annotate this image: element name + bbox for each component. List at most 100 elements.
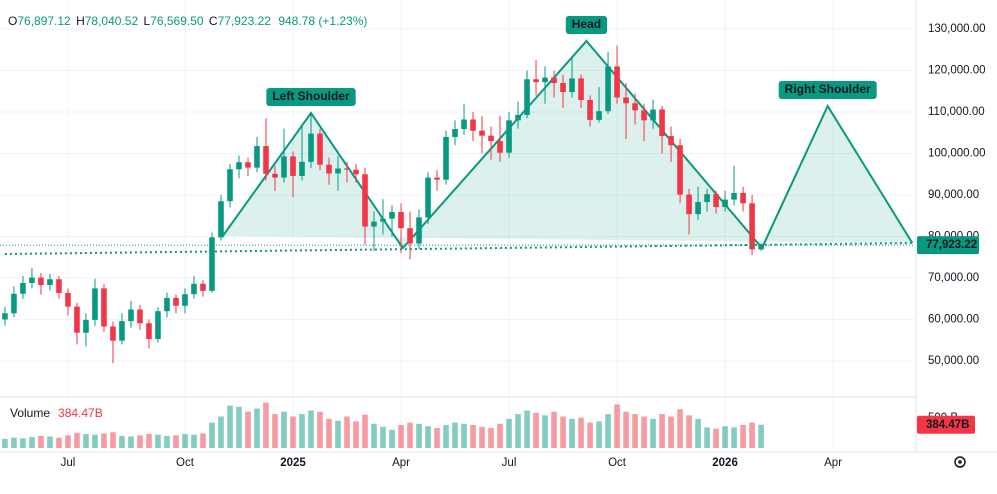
y-tick-label: 70,000.00 bbox=[928, 272, 979, 284]
volume-bar bbox=[461, 423, 467, 448]
volume-bar bbox=[704, 427, 710, 448]
volume-bar bbox=[137, 435, 143, 448]
candle-body bbox=[65, 292, 71, 307]
candle-body bbox=[596, 111, 602, 120]
x-tick-label: Jul bbox=[61, 457, 76, 469]
candle-body bbox=[146, 323, 152, 339]
gear[interactable] bbox=[954, 456, 966, 468]
volume-bar bbox=[425, 426, 431, 448]
last-price-box bbox=[917, 236, 979, 255]
candle-body bbox=[92, 288, 98, 320]
candle-body bbox=[740, 192, 746, 204]
volume-title: Volume bbox=[10, 406, 50, 420]
candle-body bbox=[389, 212, 395, 219]
volume-bar bbox=[281, 411, 287, 448]
volume-bar bbox=[11, 437, 17, 448]
y-tick-label: 90,000.00 bbox=[928, 189, 979, 201]
settings-icon[interactable] bbox=[954, 456, 966, 468]
volume-bar bbox=[632, 414, 638, 448]
candle-body bbox=[83, 319, 89, 333]
candle-body bbox=[110, 326, 116, 341]
y-tick-label: 120,000.00 bbox=[928, 65, 986, 77]
candle-body bbox=[623, 97, 629, 104]
pattern bbox=[221, 39, 914, 250]
candle-body bbox=[74, 306, 80, 333]
volume-bar bbox=[218, 416, 224, 448]
volume-bar bbox=[443, 425, 449, 448]
y-tick-label: 100,000.00 bbox=[928, 148, 986, 160]
candle-body bbox=[407, 228, 413, 244]
volume-bar bbox=[713, 428, 719, 448]
legend-key: O bbox=[8, 14, 17, 28]
candle-body bbox=[470, 119, 476, 131]
pattern-label-text: Left Shoulder bbox=[272, 89, 350, 103]
candle-body bbox=[344, 168, 350, 170]
plot: Left Shoulder Head Right Shoulder bbox=[0, 16, 915, 448]
volume-bar bbox=[407, 422, 413, 448]
candle-body bbox=[722, 199, 728, 208]
candle-body bbox=[587, 99, 593, 120]
candle-body bbox=[371, 221, 377, 227]
candle-body bbox=[137, 309, 143, 324]
candle-body bbox=[569, 78, 575, 93]
volume-bar bbox=[128, 436, 134, 448]
candle-body bbox=[335, 168, 341, 174]
volume-bar bbox=[533, 412, 539, 448]
volume-last-box bbox=[917, 415, 975, 434]
volume-bar bbox=[623, 411, 629, 448]
legend-key: L bbox=[143, 14, 150, 28]
candle-body bbox=[560, 82, 566, 93]
volume-bar bbox=[605, 414, 611, 448]
legend-change: 948.78 (+1.23%) bbox=[278, 14, 367, 28]
candle-body bbox=[47, 279, 53, 286]
pattern-label-box bbox=[778, 81, 877, 100]
volume-bar bbox=[119, 435, 125, 448]
candle-body bbox=[533, 79, 539, 83]
candle-body bbox=[326, 164, 332, 174]
candle-body bbox=[263, 146, 269, 174]
volume-bar bbox=[38, 435, 44, 448]
volume-bar bbox=[191, 434, 197, 448]
candle-body bbox=[245, 162, 251, 168]
volume-bar bbox=[668, 416, 674, 448]
candle-body bbox=[713, 194, 719, 208]
volume-bar bbox=[47, 436, 53, 448]
volume-bar bbox=[227, 405, 233, 448]
volume-bar bbox=[290, 416, 296, 448]
legend-value: 78,040.52 bbox=[85, 14, 139, 28]
candle-body bbox=[695, 202, 701, 215]
volume-bar bbox=[308, 410, 314, 448]
candle-body bbox=[2, 313, 8, 320]
candle-body bbox=[461, 119, 467, 130]
candle-body bbox=[362, 174, 368, 227]
candle-body bbox=[677, 145, 683, 195]
volume-bar bbox=[569, 418, 575, 448]
gear-center[interactable] bbox=[958, 460, 962, 464]
candle-body bbox=[551, 77, 557, 83]
volume-bar bbox=[749, 422, 755, 448]
pattern-label: Right Shoulder bbox=[778, 81, 877, 100]
volume-bar bbox=[236, 406, 242, 448]
volume-bar bbox=[479, 426, 485, 448]
volume-bar bbox=[587, 422, 593, 448]
candle-body bbox=[308, 133, 314, 162]
y-tick-label: 130,000.00 bbox=[928, 23, 986, 35]
x-tick-label: 2026 bbox=[712, 457, 738, 469]
volume-bar bbox=[560, 416, 566, 448]
volume-bar bbox=[2, 438, 8, 448]
candle-body bbox=[29, 277, 35, 283]
volume-bar bbox=[353, 421, 359, 448]
candle-body bbox=[704, 194, 710, 203]
candle-body bbox=[425, 177, 431, 218]
volume-bar bbox=[506, 418, 512, 448]
candle-body bbox=[749, 203, 755, 250]
pattern-label: Left Shoulder bbox=[266, 88, 356, 107]
last-price-label: 77,923.22 bbox=[926, 239, 977, 251]
volume-bar bbox=[92, 434, 98, 448]
candle-body bbox=[101, 288, 107, 327]
candle-body bbox=[443, 136, 449, 180]
candle-body bbox=[641, 110, 647, 121]
volume-bar bbox=[344, 416, 350, 448]
volume-bar bbox=[758, 424, 764, 448]
